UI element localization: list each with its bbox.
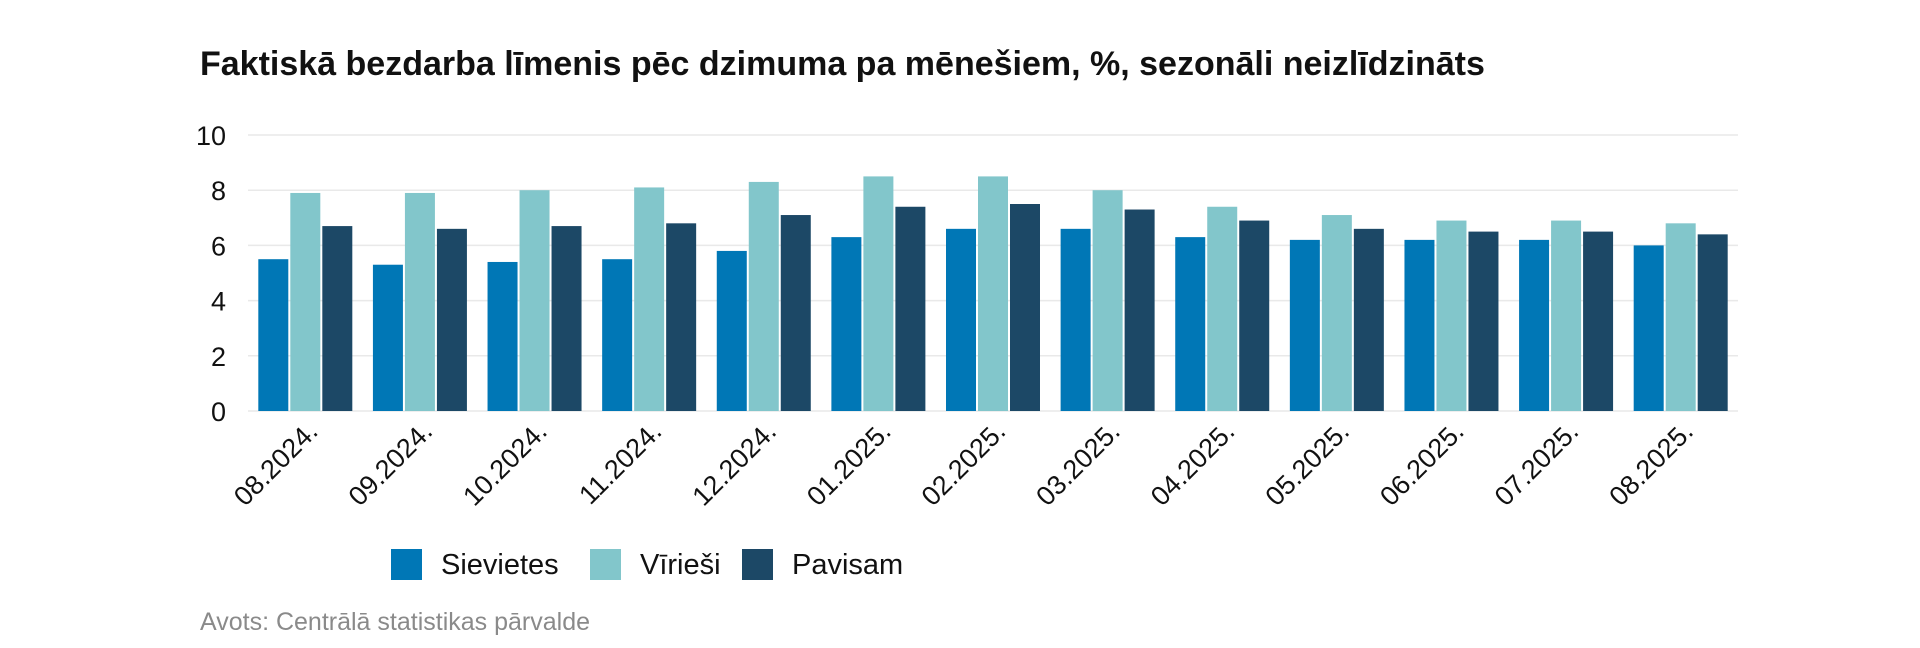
bar-v-rie-i-8 [1207, 206, 1238, 411]
bar-sievietes-2 [487, 261, 518, 411]
bar-v-rie-i-3 [634, 187, 665, 411]
y-tick-label: 4 [211, 287, 226, 317]
bar-pavisam-4 [780, 215, 811, 411]
legend-label: Vīrieši [640, 549, 721, 581]
y-tick-label: 10 [196, 121, 226, 151]
bar-sievietes-3 [602, 259, 633, 411]
x-tick-label: 12.2024. [686, 416, 782, 512]
source-note: Avots: Centrālā statistikas pārvalde [200, 608, 590, 636]
bar-pavisam-10 [1468, 231, 1499, 411]
bar-pavisam-9 [1353, 228, 1384, 411]
y-tick-label: 8 [211, 176, 226, 206]
bar-v-rie-i-4 [748, 181, 779, 411]
bar-pavisam-0 [322, 226, 353, 411]
x-tick-label: 08.2025. [1603, 416, 1699, 512]
x-tick-label: 07.2025. [1489, 416, 1585, 512]
bar-sievietes-0 [258, 259, 289, 411]
x-axis-ticks: 08.2024. 09.2024. 10.2024. 11.2024. 12.2024.… [228, 416, 1699, 512]
bar-sievietes-6 [946, 228, 976, 411]
legend-swatch [391, 549, 422, 580]
bar-v-rie-i-12 [1665, 223, 1696, 411]
bar-sievietes-7 [1060, 228, 1091, 411]
y-axis-ticks: 0 2 4 6 8 10 [196, 121, 226, 427]
x-tick-label: 08.2024. [228, 416, 324, 512]
x-tick-label: 09.2024. [343, 416, 439, 512]
chart-title: Faktiskā bezdarba līmenis pēc dzimuma pa… [200, 45, 1485, 83]
x-tick-label: 02.2025. [916, 416, 1012, 512]
bar-v-rie-i-11 [1551, 220, 1582, 411]
x-tick-label: 11.2024. [573, 416, 667, 510]
bar-pavisam-11 [1583, 231, 1614, 411]
y-tick-label: 6 [211, 231, 226, 261]
bar-sievietes-1 [372, 264, 403, 411]
bar-pavisam-2 [551, 226, 582, 411]
legend: Sievietes Vīrieši Pavisam [391, 549, 903, 581]
y-tick-label: 0 [211, 397, 226, 427]
bar-v-rie-i-1 [404, 192, 435, 411]
bar-sievietes-4 [716, 250, 747, 411]
bar-pavisam-1 [436, 228, 467, 411]
bar-sievietes-5 [831, 237, 862, 411]
legend-swatch [742, 549, 773, 580]
bar-sievietes-8 [1175, 237, 1206, 411]
bar-v-rie-i-10 [1436, 220, 1467, 411]
bar-pavisam-12 [1697, 234, 1728, 411]
bar-v-rie-i-0 [290, 192, 321, 411]
bar-pavisam-3 [666, 223, 697, 411]
bar-pavisam-7 [1124, 209, 1155, 411]
bar-sievietes-9 [1289, 239, 1320, 411]
bar-v-rie-i-9 [1321, 215, 1352, 411]
bars [258, 176, 1728, 411]
x-tick-label: 10.2024. [457, 416, 553, 512]
x-tick-label: 06.2025. [1374, 416, 1470, 512]
bar-sievietes-12 [1633, 245, 1664, 411]
bar-v-rie-i-6 [978, 176, 1008, 411]
bar-pavisam-6 [1010, 204, 1040, 411]
bar-v-rie-i-5 [863, 176, 894, 411]
bar-v-rie-i-2 [519, 190, 550, 411]
legend-label: Sievietes [441, 549, 559, 581]
legend-swatch [590, 549, 621, 580]
x-tick-label: 01.2025. [801, 416, 897, 512]
y-tick-label: 2 [211, 342, 226, 372]
bar-sievietes-11 [1519, 239, 1550, 411]
legend-label: Pavisam [792, 549, 903, 581]
x-tick-label: 05.2025. [1260, 416, 1356, 512]
bar-pavisam-5 [895, 206, 926, 411]
bar-v-rie-i-7 [1092, 190, 1123, 411]
x-tick-label: 04.2025. [1145, 416, 1241, 512]
x-tick-label: 03.2025. [1030, 416, 1126, 512]
bar-sievietes-10 [1404, 239, 1435, 411]
bar-pavisam-8 [1239, 220, 1270, 411]
